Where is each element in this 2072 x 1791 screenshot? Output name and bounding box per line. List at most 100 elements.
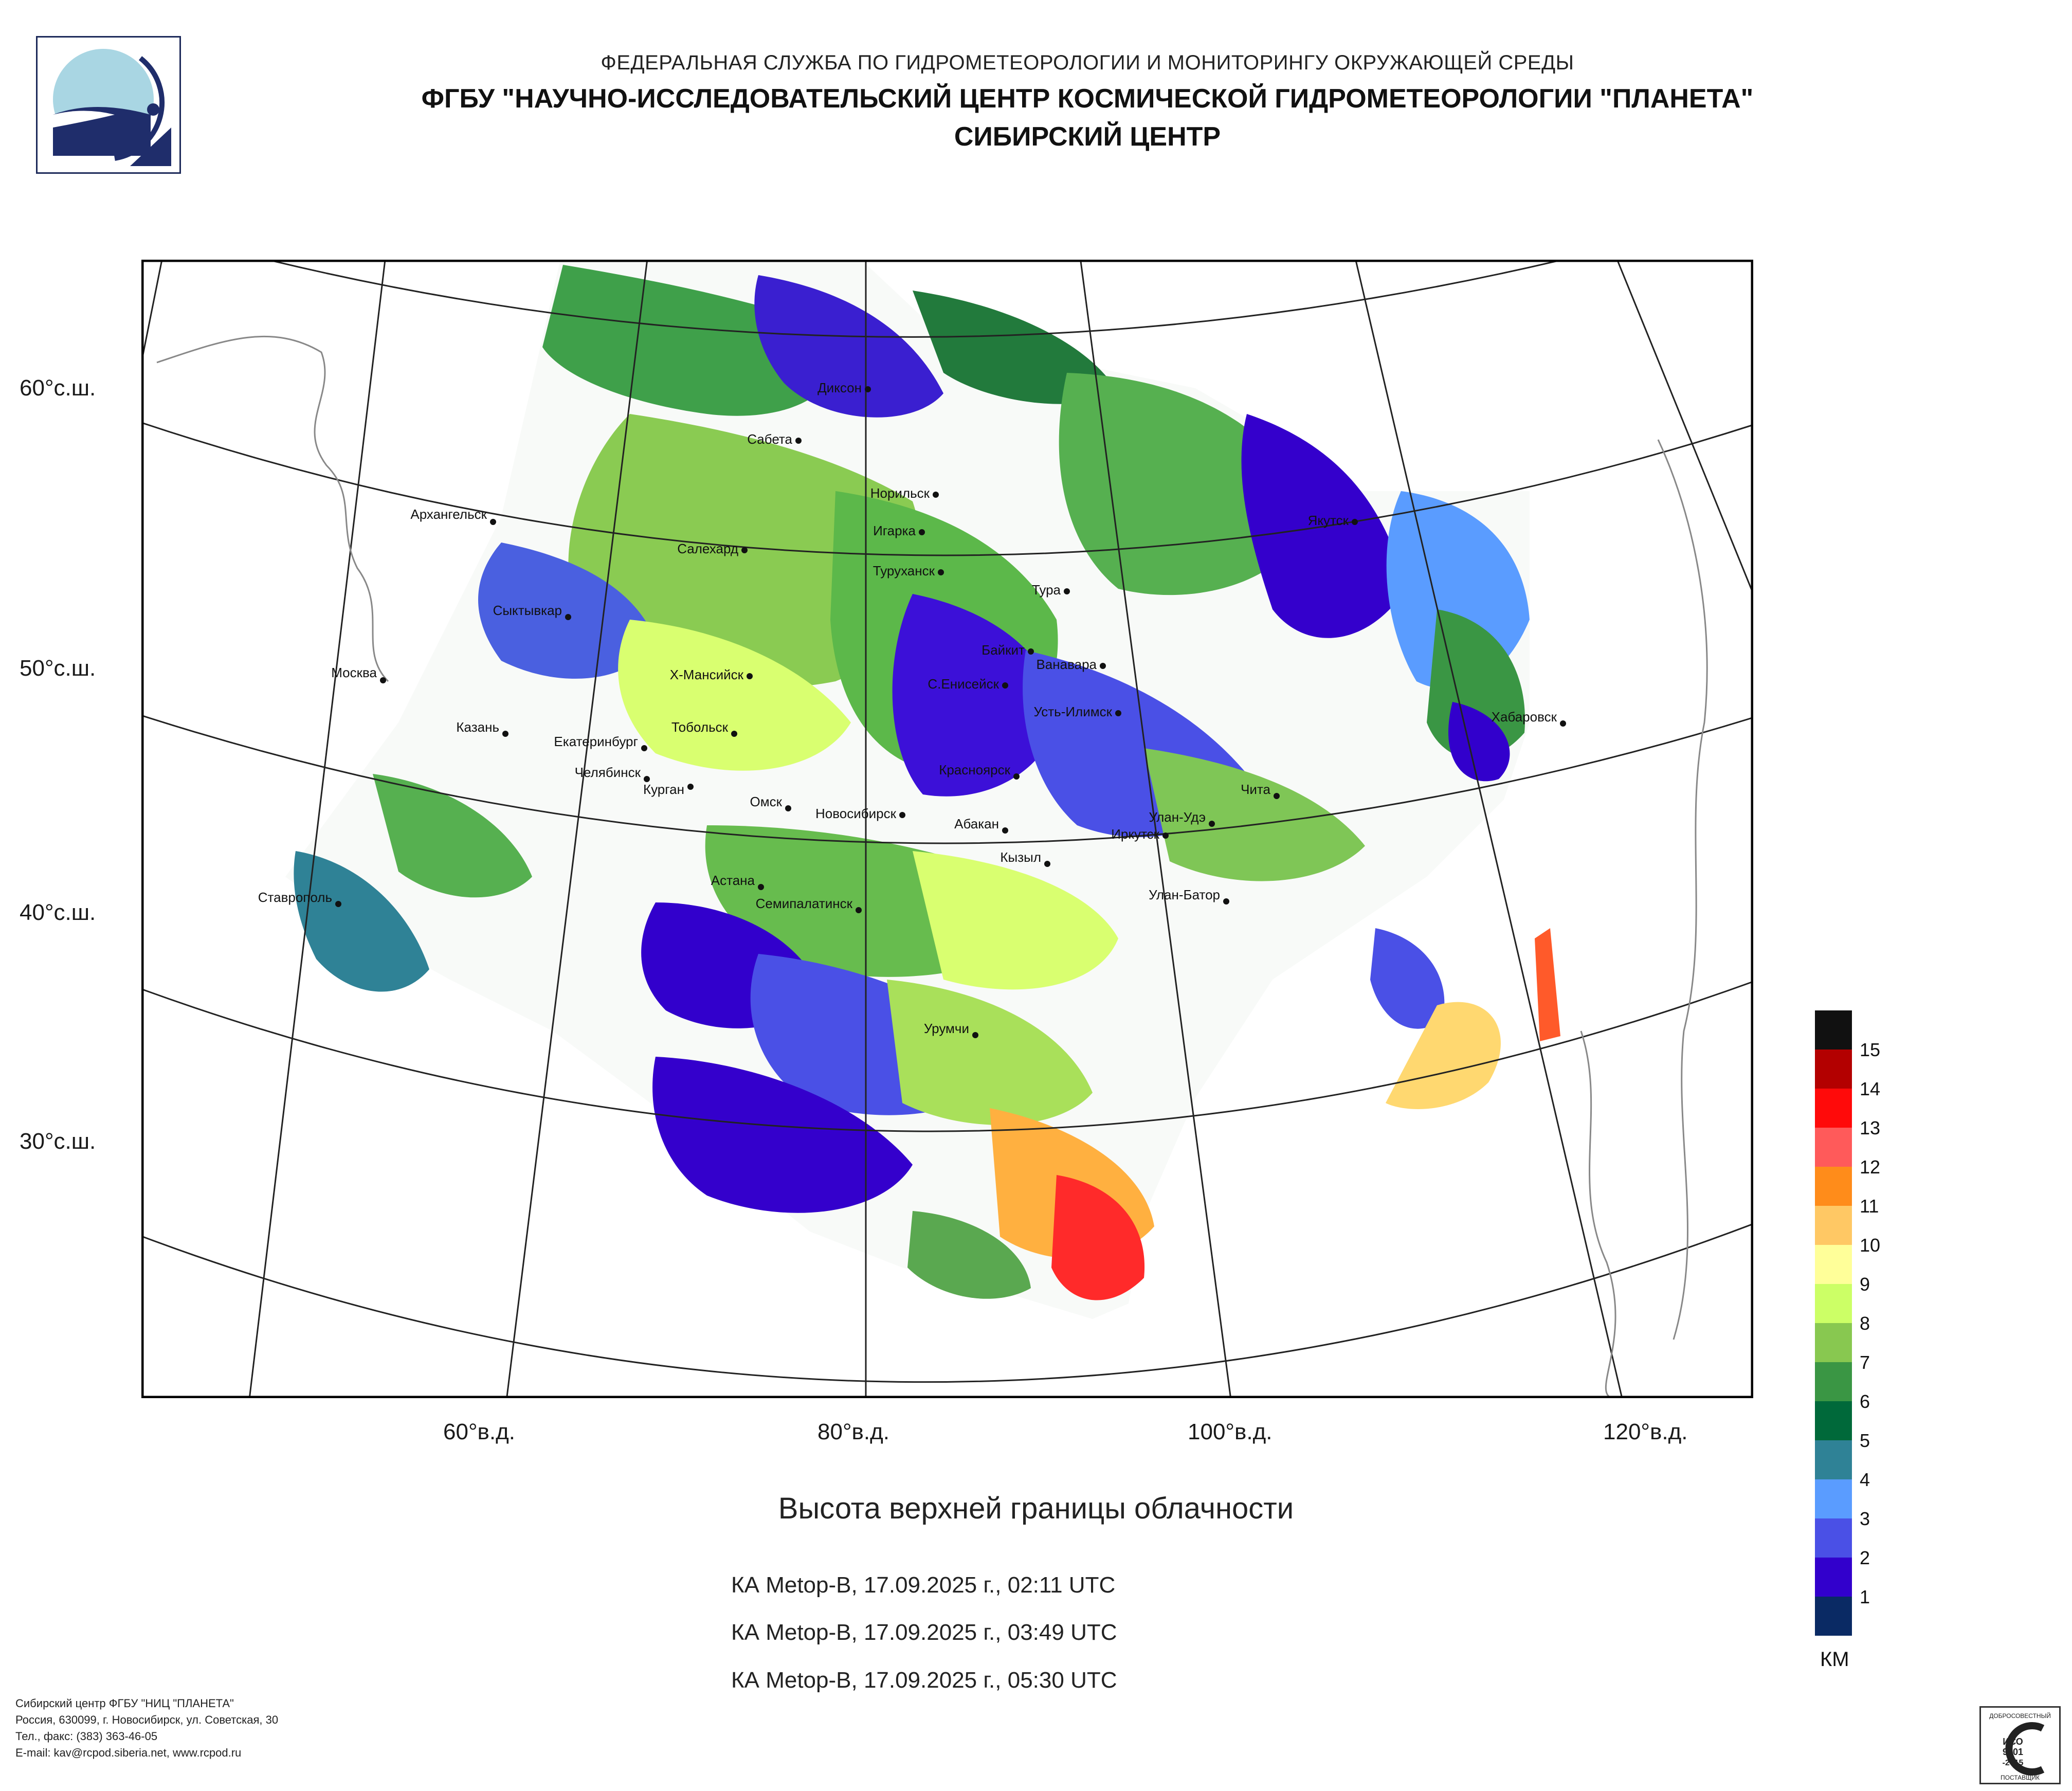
legend-level-label: 1 <box>1860 1586 1870 1607</box>
legend-swatch <box>1815 1128 1852 1167</box>
city-label: Москва <box>331 665 377 680</box>
legend-level-label: 13 <box>1860 1117 1881 1138</box>
city-label: Новосибирск <box>815 806 897 821</box>
lat-label-30: 30°с.ш. <box>20 1129 96 1154</box>
cloud-swath <box>285 260 1560 1319</box>
product-title: Высота верхней границы облачности <box>778 1492 1294 1525</box>
legend-swatch <box>1815 1401 1852 1440</box>
city-label: Усть-Илимск <box>1033 704 1112 719</box>
legend-level-label: 7 <box>1860 1352 1870 1373</box>
iso-badge-icon: ДОБРОСОВЕСТНЫЙ ИСО 9001 -2015 ПОСТАВЩИК <box>1989 1712 2051 1781</box>
legend-level-label: 4 <box>1860 1469 1870 1490</box>
city-label: Чита <box>1241 782 1270 797</box>
legend-level-label: 5 <box>1860 1430 1870 1451</box>
city-label: Сыктывкар <box>493 603 562 618</box>
legend-level-label: 14 <box>1860 1078 1881 1099</box>
city-label: Диксон <box>817 380 862 395</box>
legend-swatch <box>1815 1440 1852 1479</box>
legend-level-label: 12 <box>1860 1156 1881 1178</box>
legend-swatch <box>1815 1206 1852 1245</box>
legend-level-label: 10 <box>1860 1235 1881 1256</box>
city-label: Сабета <box>747 431 792 447</box>
city-label: Курган <box>643 782 684 797</box>
svg-text:ИСО: ИСО <box>2003 1736 2023 1747</box>
legend-swatch <box>1815 1323 1852 1362</box>
legend-swatch <box>1815 1558 1852 1597</box>
legend-level-label: 9 <box>1860 1274 1870 1295</box>
legend-swatch <box>1815 1245 1852 1284</box>
center-title: СИБИРСКИЙ ЦЕНТР <box>954 122 1221 152</box>
city-label: Ставрополь <box>258 890 332 905</box>
lat-label-50: 50°с.ш. <box>20 656 96 681</box>
city-label: Ванавара <box>1036 657 1097 672</box>
legend-swatch <box>1815 1167 1852 1206</box>
svg-text:-2015: -2015 <box>2003 1759 2024 1767</box>
footer-org: Сибирский центр ФГБУ "НИЦ "ПЛАНЕТА" <box>15 1697 234 1710</box>
city-label: Байкит <box>982 642 1025 658</box>
city-label: С.Енисейск <box>928 676 999 692</box>
svg-text:ПОСТАВЩИК: ПОСТАВЩИК <box>2001 1774 2040 1781</box>
city-label: Иркутск <box>1111 826 1159 842</box>
svg-text:ДОБРОСОВЕСТНЫЙ: ДОБРОСОВЕСТНЫЙ <box>1989 1712 2051 1720</box>
legend-swatch <box>1815 1518 1852 1558</box>
legend-swatch <box>1815 1050 1852 1089</box>
lon-label-80: 80°в.д. <box>817 1419 890 1444</box>
footer-phone: Тел., факс: (383) 363-46-05 <box>15 1730 158 1743</box>
pass-2: КА Metop-B, 17.09.2025 г., 03:49 UTC <box>731 1620 1117 1645</box>
city-label: Х-Мансийск <box>670 667 744 682</box>
legend-swatch <box>1815 1362 1852 1401</box>
footer-email: E-mail: kav@rcpod.siberia.net, www.rcpod… <box>15 1746 242 1759</box>
legend-swatch <box>1815 1089 1852 1128</box>
height-legend <box>1815 1010 1852 1636</box>
city-label: Архангельск <box>410 506 487 522</box>
legend-swatch <box>1815 1284 1852 1323</box>
legend-level-label: 11 <box>1860 1196 1879 1217</box>
city-label: Урумчи <box>924 1021 969 1036</box>
city-label: Красноярск <box>939 762 1010 777</box>
map-frame <box>141 259 1754 1399</box>
city-label: Екатеринбург <box>554 734 638 749</box>
legend-swatch <box>1815 1479 1852 1518</box>
legend-swatch <box>1815 1597 1852 1636</box>
legend-level-label: 2 <box>1860 1547 1870 1568</box>
legend-swatch <box>1815 1010 1852 1050</box>
city-label: Улан-Удэ <box>1149 809 1206 825</box>
city-label: Норильск <box>870 485 930 501</box>
planeta-logo <box>36 36 181 174</box>
city-markers: Диксон Сабета Норильск Игарка Архангельс… <box>258 380 1566 1038</box>
lon-label-120: 120°в.д. <box>1603 1419 1688 1444</box>
city-label: Улан-Батор <box>1149 887 1220 902</box>
graticule <box>141 260 1753 1398</box>
city-label: Тобольск <box>671 719 729 735</box>
map-canvas: Диксон Сабета Норильск Игарка Архангельс… <box>141 259 1754 1399</box>
iso-badge: ДОБРОСОВЕСТНЫЙ ИСО 9001 -2015 ПОСТАВЩИК <box>1979 1706 2061 1784</box>
institute-title: ФГБУ "НАУЧНО-ИССЛЕДОВАТЕЛЬСКИЙ ЦЕНТР КОС… <box>421 84 1754 114</box>
lat-label-40: 40°с.ш. <box>20 900 96 925</box>
legend-level-label: 8 <box>1860 1313 1870 1334</box>
planeta-emblem-icon <box>53 49 171 166</box>
city-label: Туруханск <box>873 563 935 578</box>
lat-label-60: 60°с.ш. <box>20 375 96 401</box>
lon-label-60: 60°в.д. <box>443 1419 516 1444</box>
city-label: Омск <box>750 794 783 809</box>
city-label: Хабаровск <box>1492 709 1557 725</box>
coastlines <box>156 335 1708 1398</box>
city-label: Семипалатинск <box>756 896 853 911</box>
svg-text:9001: 9001 <box>2003 1747 2023 1757</box>
legend-level-label: 3 <box>1860 1508 1870 1529</box>
legend-unit: КМ <box>1820 1648 1849 1671</box>
city-label: Тура <box>1032 582 1061 598</box>
city-label: Абакан <box>954 816 999 831</box>
pass-1: КА Metop-B, 17.09.2025 г., 02:11 UTC <box>731 1572 1116 1598</box>
city-label: Кызыл <box>1000 849 1041 865</box>
lon-label-100: 100°в.д. <box>1188 1419 1273 1444</box>
legend-level-label: 6 <box>1860 1391 1870 1412</box>
city-label: Казань <box>456 719 499 735</box>
legend-level-label: 15 <box>1860 1039 1881 1060</box>
agency-title: ФЕДЕРАЛЬНАЯ СЛУЖБА ПО ГИДРОМЕТЕОРОЛОГИИ … <box>601 51 1574 74</box>
city-label: Челябинск <box>575 765 641 780</box>
city-label: Игарка <box>873 523 916 538</box>
cloud-top-height-map: Диксон Сабета Норильск Игарка Архангельс… <box>141 259 1754 1399</box>
city-label: Салехард <box>677 541 738 556</box>
footer-address: Россия, 630099, г. Новосибирск, ул. Сове… <box>15 1713 279 1726</box>
